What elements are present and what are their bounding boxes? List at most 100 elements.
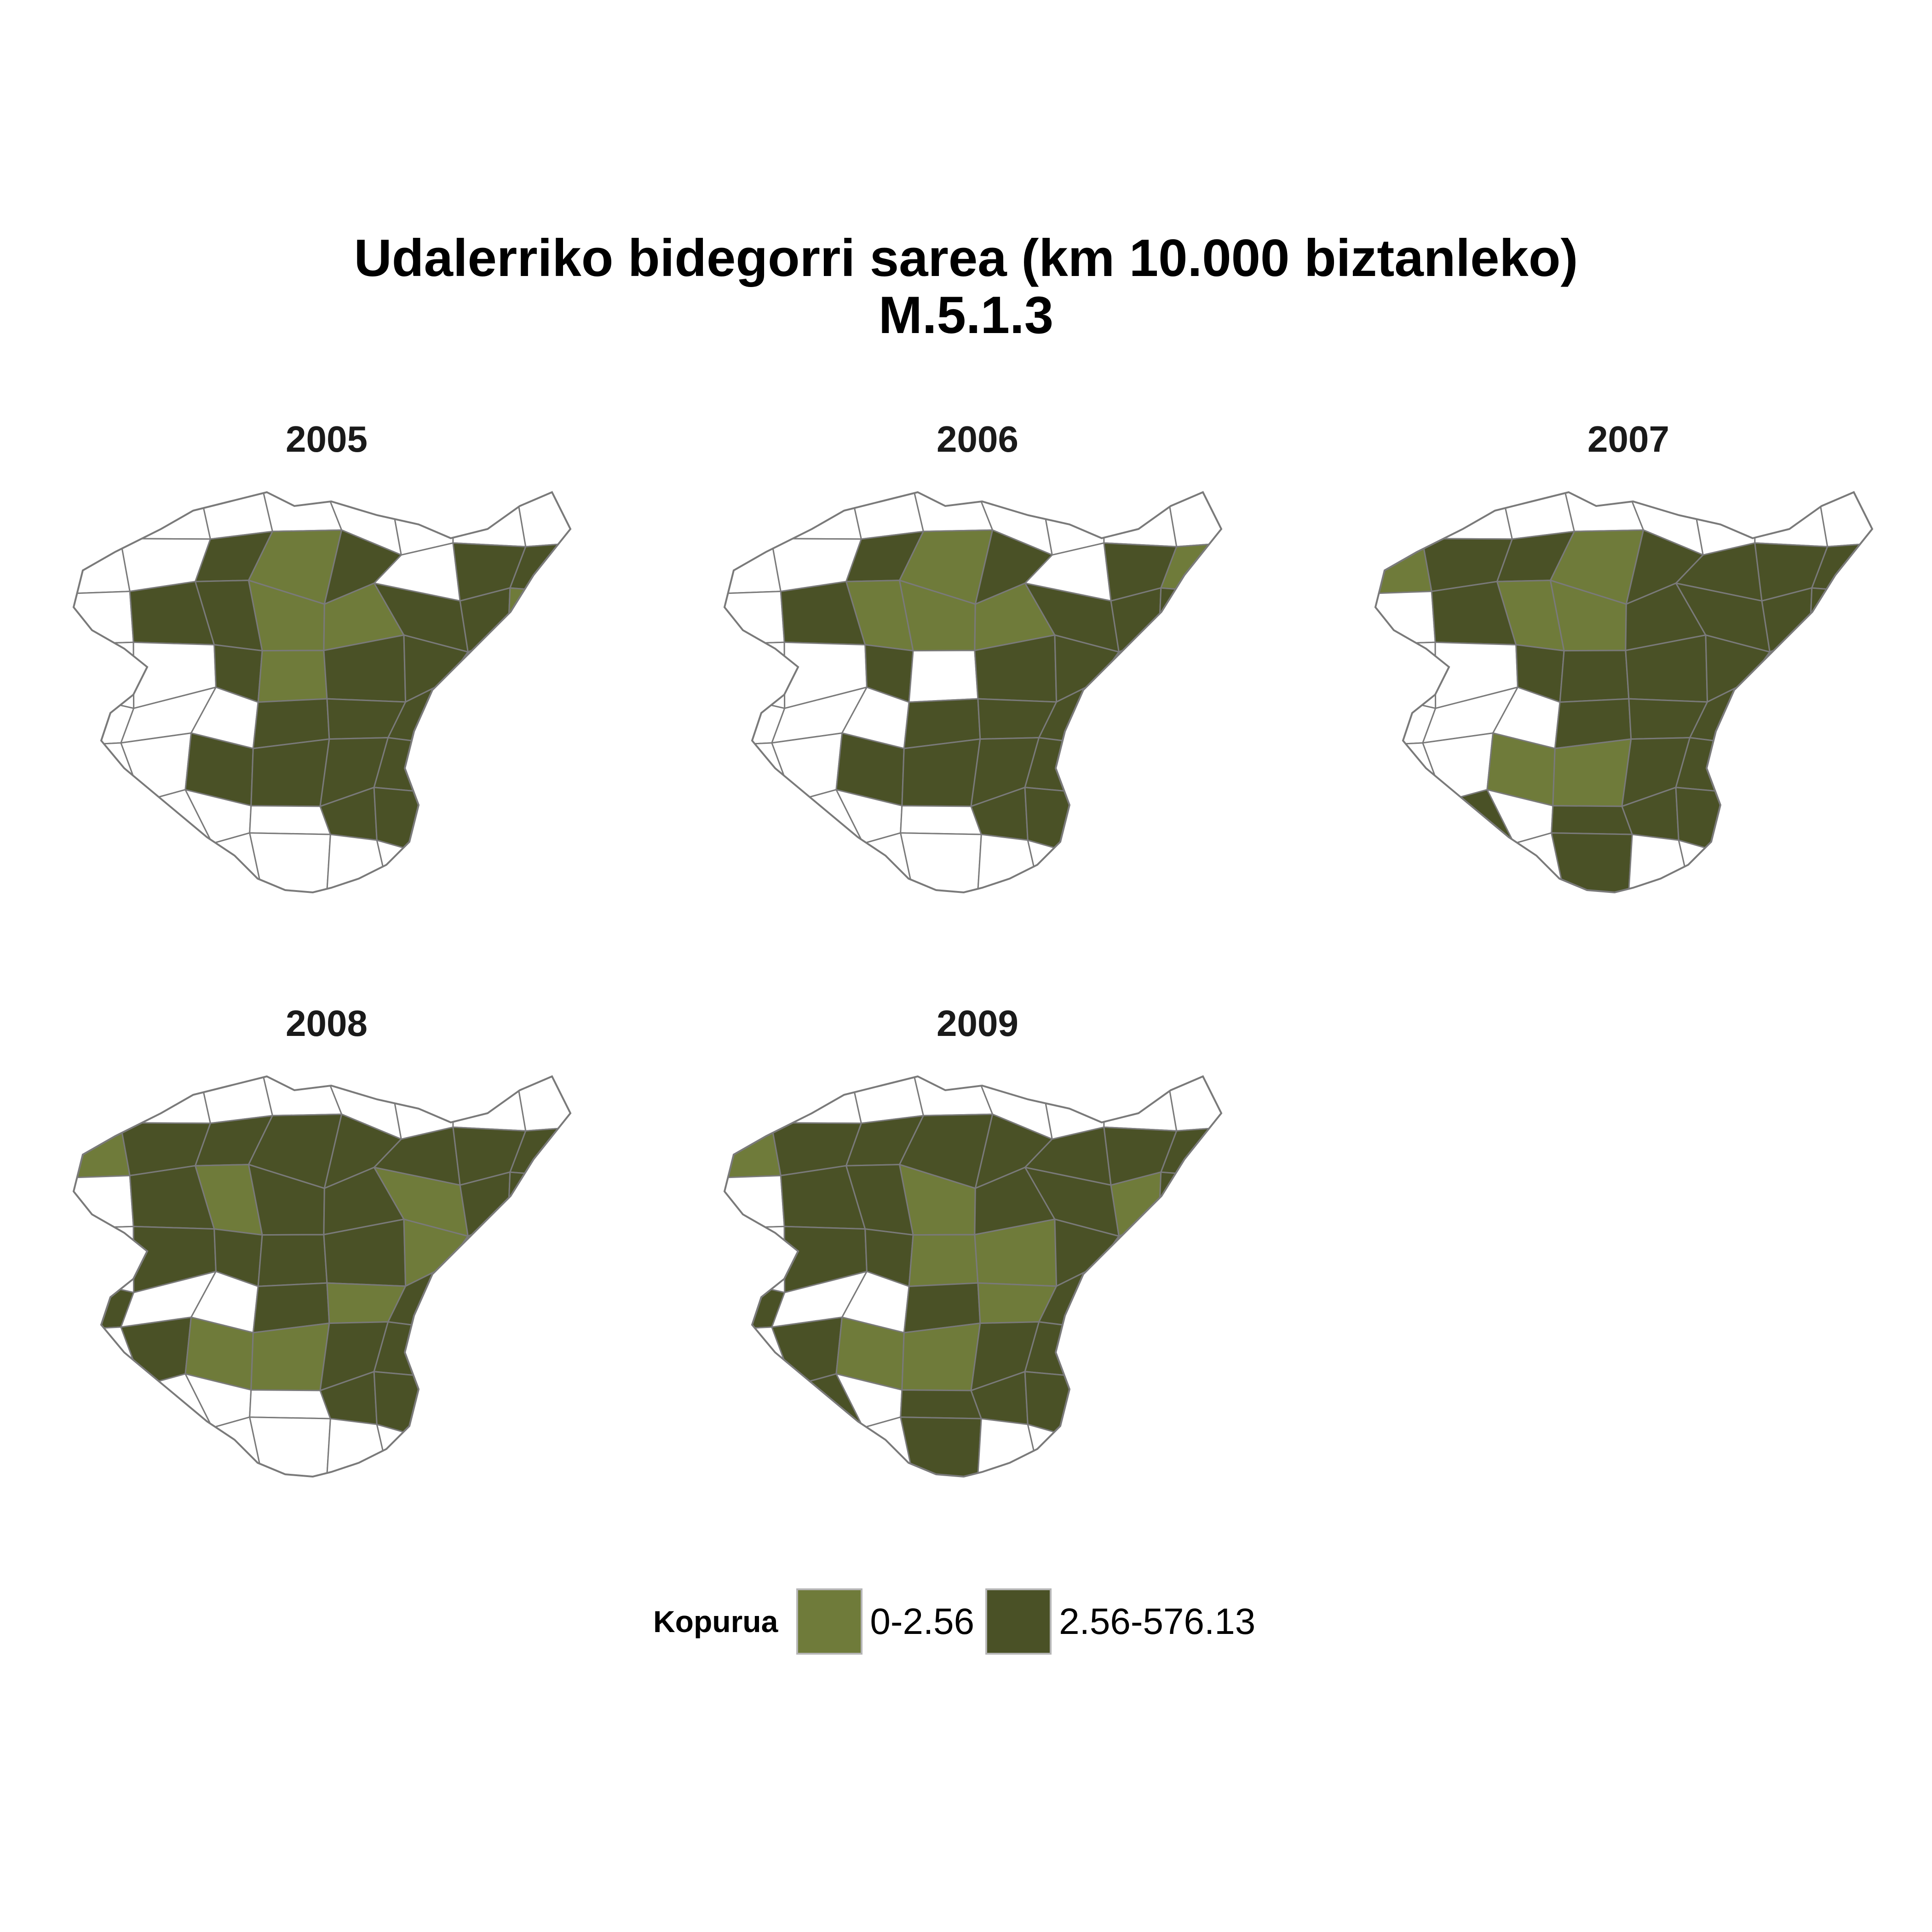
- municipality-region: [724, 641, 786, 709]
- municipality-region: [516, 845, 570, 892]
- municipality-region: [724, 538, 782, 594]
- municipality-region: [1103, 1076, 1178, 1132]
- municipality-region: [914, 492, 994, 532]
- municipality-region: [724, 795, 794, 847]
- province-outline: [723, 1075, 1223, 1478]
- municipality-region: [511, 1368, 570, 1445]
- municipality-region: [914, 1076, 994, 1116]
- panel-year-label: 2008: [286, 1003, 368, 1044]
- municipality-region: [249, 1416, 331, 1477]
- municipality-region: [1741, 681, 1831, 745]
- municipality-region: [263, 1076, 343, 1116]
- municipality-map: [72, 1075, 572, 1478]
- municipality-region: [1103, 492, 1178, 547]
- municipality-region: [1809, 587, 1872, 645]
- municipality-region: [1027, 840, 1105, 892]
- municipality-region: [1741, 738, 1831, 795]
- municipality-region: [1812, 738, 1872, 797]
- municipality-region: [134, 1427, 213, 1477]
- municipality-region: [74, 795, 144, 847]
- municipality-region: [1803, 634, 1872, 696]
- municipality-region: [74, 538, 131, 594]
- municipality-region: [507, 587, 570, 645]
- municipality-region: [440, 1442, 529, 1477]
- map-panel: 2009: [706, 1003, 1249, 1536]
- legend-label-high: 2.56-576.13: [1059, 1601, 1256, 1642]
- municipality-region: [1803, 694, 1872, 746]
- legend-swatch-high: [985, 1588, 1052, 1655]
- municipality-region: [724, 1076, 788, 1128]
- municipality-region: [1091, 784, 1179, 861]
- municipality-region: [439, 738, 529, 795]
- municipality-region: [1551, 832, 1633, 892]
- municipality-region: [1167, 492, 1221, 547]
- province-outline: [72, 1075, 572, 1478]
- municipality-region: [724, 1379, 794, 1432]
- legend-label-low: 0-2.56: [870, 1601, 975, 1642]
- legend-swatch-low: [796, 1588, 863, 1655]
- municipality-region: [74, 492, 138, 544]
- municipality-region: [900, 805, 982, 835]
- municipality-region: [1754, 492, 1828, 547]
- municipality-region: [1167, 845, 1221, 892]
- municipality-region: [134, 843, 213, 892]
- municipality-region: [250, 738, 330, 807]
- municipality-region: [724, 1225, 786, 1294]
- municipality-region: [257, 1234, 328, 1287]
- municipality-region: [1158, 1171, 1221, 1229]
- municipality-region: [1027, 1424, 1105, 1477]
- municipality-region: [439, 1265, 529, 1329]
- municipality-region: [1091, 1368, 1179, 1445]
- municipality-region: [724, 843, 788, 892]
- municipality-region: [501, 694, 570, 746]
- municipality-region: [1091, 1442, 1179, 1477]
- municipality-region: [1375, 641, 1437, 709]
- municipality-region: [516, 492, 570, 547]
- municipality-region: [724, 1427, 788, 1477]
- municipality-region: [376, 840, 454, 892]
- municipality-region: [1375, 795, 1445, 847]
- municipality-region: [785, 843, 864, 892]
- municipality-region: [511, 738, 570, 797]
- municipality-region: [501, 634, 570, 696]
- municipality-region: [257, 650, 328, 703]
- municipality-region: [507, 1171, 570, 1229]
- municipality-region: [1564, 492, 1644, 532]
- municipality-region: [900, 1389, 982, 1420]
- municipality-region: [1817, 845, 1872, 892]
- municipality-region: [1090, 738, 1180, 795]
- map-panel: 2008: [55, 1003, 598, 1536]
- municipality-region: [908, 650, 979, 703]
- municipality-region: [74, 1076, 138, 1128]
- municipality-region: [1167, 1430, 1221, 1477]
- municipality-region: [119, 1076, 211, 1124]
- municipality-region: [1375, 492, 1439, 544]
- municipality-region: [439, 1322, 529, 1379]
- municipality-region: [511, 1322, 570, 1381]
- municipality-map: [1374, 491, 1874, 894]
- municipality-region: [249, 805, 331, 835]
- municipality-region: [1152, 1219, 1221, 1280]
- municipality-region: [1742, 857, 1830, 892]
- province-outline: [723, 491, 1223, 894]
- municipality-region: [1375, 538, 1432, 594]
- municipality-region: [1162, 784, 1221, 861]
- municipality-region: [249, 1389, 331, 1420]
- municipality-region: [440, 857, 529, 892]
- municipality-region: [501, 1219, 570, 1280]
- municipality-region: [1152, 634, 1221, 696]
- municipality-region: [770, 492, 862, 540]
- municipality-region: [901, 738, 981, 807]
- map-title: Udalerriko bidegorri sarea (km 10.000 bi…: [0, 230, 1932, 344]
- municipality-region: [74, 1225, 135, 1294]
- municipality-region: [263, 492, 343, 532]
- municipality-region: [1559, 650, 1630, 703]
- municipality-region: [1090, 1322, 1180, 1379]
- province-outline: [72, 491, 572, 894]
- map-panel: 2006: [706, 419, 1249, 952]
- municipality-region: [900, 1416, 982, 1477]
- municipality-map: [723, 491, 1223, 894]
- municipality-region: [74, 843, 138, 892]
- municipality-region: [1375, 843, 1439, 892]
- municipality-region: [1152, 1278, 1221, 1330]
